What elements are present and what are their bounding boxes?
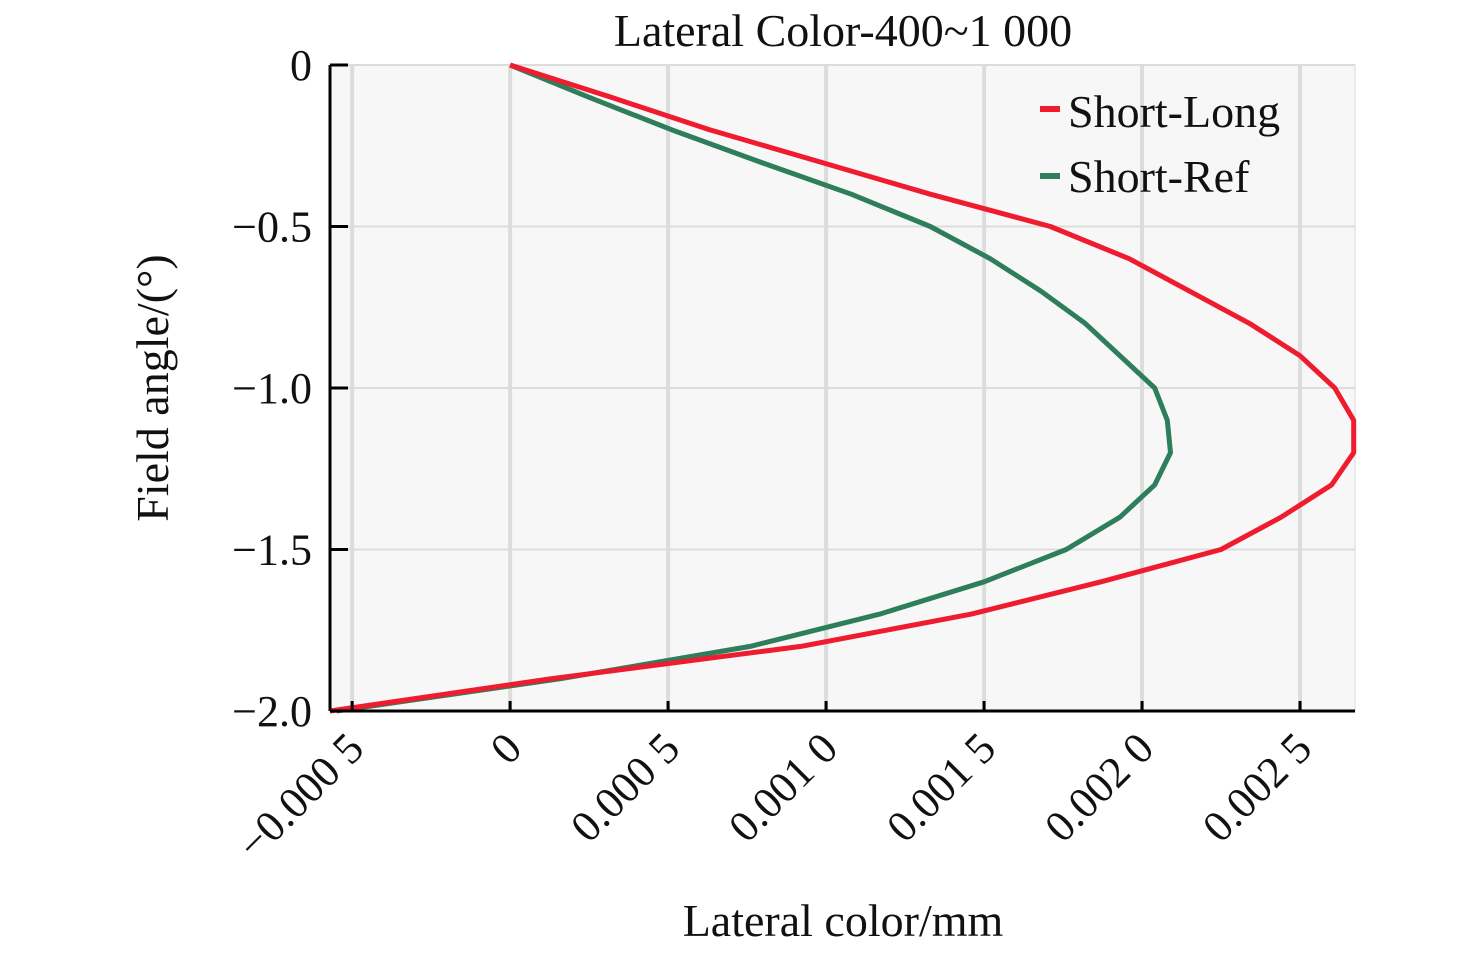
legend-swatch-short-long: [1040, 106, 1060, 112]
chart-title: Lateral Color-400~1 000: [614, 5, 1072, 56]
x-tick-label: 0.001 5: [877, 723, 1005, 851]
legend-swatch-short-ref: [1040, 173, 1060, 179]
legend: Short-Long Short-Ref: [1040, 86, 1280, 202]
x-tick-label: 0: [481, 723, 531, 773]
x-tick-label: −0.000 5: [228, 723, 374, 869]
legend-label-short-long: Short-Long: [1068, 86, 1280, 137]
series-line-short-long: [329, 62, 1357, 714]
x-axis-label: Lateral color/mm: [683, 895, 1004, 946]
series-line-short-ref: [335, 62, 1173, 714]
y-tick-label: −1.0: [232, 364, 312, 413]
x-tick-label: 0.002 5: [1193, 723, 1321, 851]
legend-label-short-ref: Short-Ref: [1068, 151, 1250, 202]
x-tick-label: 0.000 5: [561, 723, 689, 851]
x-tick-label: 0.001 0: [719, 723, 847, 851]
y-tick-label: −0.5: [232, 203, 312, 252]
y-tick-label: 0: [290, 41, 312, 90]
y-tick-label: −2.0: [232, 687, 312, 736]
x-tick-label: 0.002 0: [1035, 723, 1163, 851]
y-tick-label: −1.5: [232, 526, 312, 575]
y-axis-label: Field angle/(°): [127, 254, 178, 522]
